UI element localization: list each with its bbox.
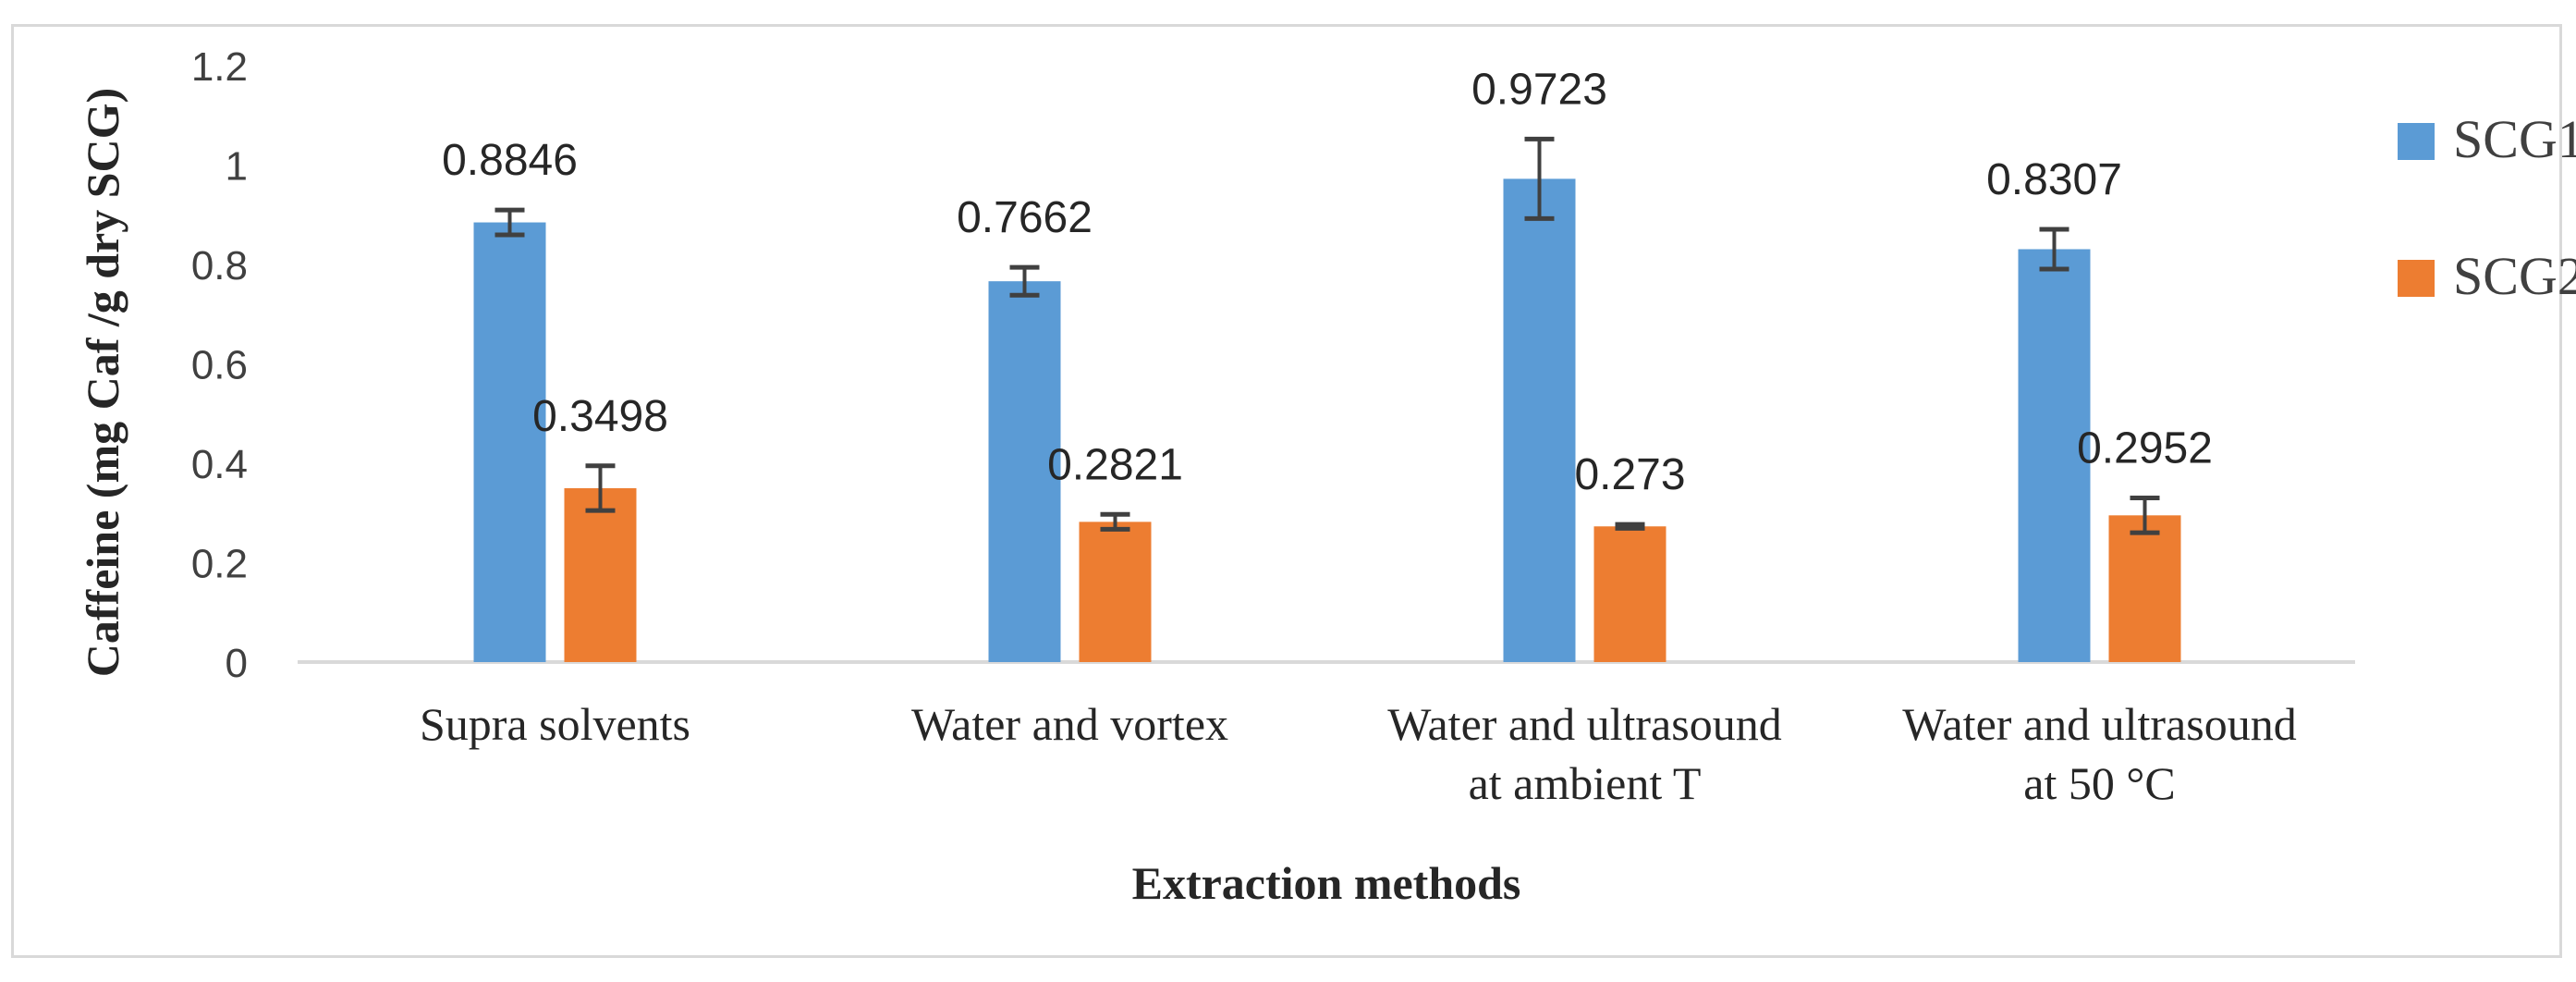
bar-scg2 <box>1079 522 1152 662</box>
legend-swatch-scg2 <box>2398 260 2435 297</box>
y-tick-label: 0.6 <box>191 343 248 388</box>
y-tick-label: 0 <box>226 641 248 686</box>
data-label: 0.7662 <box>957 193 1093 242</box>
x-tick-label: at ambient T <box>1469 757 1702 809</box>
data-label: 0.3498 <box>532 392 668 441</box>
x-tick-label: Water and ultrasound <box>1902 698 2296 750</box>
bar-scg2 <box>2108 515 2181 662</box>
y-tick-label: 0.4 <box>191 442 248 487</box>
y-tick-label: 0.8 <box>191 243 248 288</box>
data-label: 0.8307 <box>1986 155 2122 204</box>
legend-label-scg1: SCG1 <box>2453 109 2576 169</box>
legend-label-scg2: SCG2 <box>2453 246 2576 306</box>
data-label: 0.9723 <box>1471 65 1607 114</box>
data-label: 0.273 <box>1574 450 1685 499</box>
x-tick-label: Supra solvents <box>420 698 690 750</box>
data-label: 0.2952 <box>2077 424 2213 473</box>
x-tick-label: Water and vortex <box>911 698 1228 750</box>
y-tick-label: 0.2 <box>191 542 248 587</box>
x-axis-title: Extraction methods <box>1132 857 1521 909</box>
chart-frame <box>11 24 2562 958</box>
legend-swatch-scg1 <box>2398 123 2435 160</box>
bar-scg1 <box>988 281 1061 662</box>
y-tick-label: 1.2 <box>191 44 248 90</box>
data-label: 0.8846 <box>442 136 578 185</box>
bar-scg2 <box>1593 526 1666 662</box>
bar-scg1 <box>1503 178 1576 663</box>
data-label: 0.2821 <box>1047 440 1183 489</box>
y-axis-title: Caffeine (mg Caf /g dry SCG) <box>77 88 128 677</box>
bar-scg1 <box>2018 249 2091 662</box>
y-tick-label: 1 <box>226 144 248 190</box>
x-tick-label: at 50 °C <box>2023 757 2175 809</box>
bar-scg1 <box>473 222 546 662</box>
x-tick-label: Water and ultrasound <box>1387 698 1781 750</box>
bar-scg2 <box>564 487 637 662</box>
